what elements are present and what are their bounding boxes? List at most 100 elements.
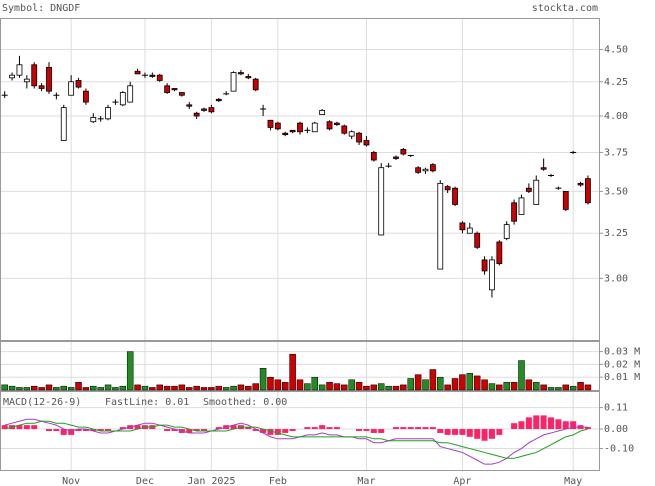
macd-histogram-bar xyxy=(555,419,562,430)
volume-bar xyxy=(267,376,274,391)
volume-bar xyxy=(208,387,215,391)
volume-bar xyxy=(281,382,289,391)
candle-body xyxy=(68,81,75,96)
volume-bar xyxy=(518,360,525,391)
macd-histogram-bar xyxy=(570,421,577,430)
candle-body xyxy=(540,167,547,170)
volume-bar xyxy=(237,384,245,391)
macd-histogram-bar xyxy=(289,429,296,431)
candle-body xyxy=(348,131,355,137)
volume-bar xyxy=(577,382,584,391)
macd-histogram-bar xyxy=(134,425,141,430)
x-tick-label: Feb xyxy=(269,476,287,486)
candle-body xyxy=(400,149,407,155)
macd-histogram-bar xyxy=(193,429,200,431)
volume-panel xyxy=(0,341,600,391)
volume-bar xyxy=(119,385,127,391)
candle-body xyxy=(238,72,244,75)
candle-body xyxy=(90,117,97,123)
volume-bar xyxy=(141,385,149,391)
macd-line xyxy=(4,420,589,459)
volume-bar xyxy=(407,378,414,391)
candle-body xyxy=(75,80,82,88)
volume-bar xyxy=(252,383,259,391)
macd-histogram-bar xyxy=(90,429,97,431)
candle-body xyxy=(525,187,532,192)
macd-histogram-bar xyxy=(45,429,52,431)
candle-body xyxy=(466,227,473,234)
macd-histogram-bar xyxy=(496,429,503,435)
y-tick-label: -0.10 xyxy=(604,444,634,455)
y-tick-label: 3.25 xyxy=(604,228,628,239)
candle-body xyxy=(201,108,207,111)
macd-histogram-bar xyxy=(245,427,252,430)
candle-body xyxy=(474,232,481,248)
macd-histogram-bar xyxy=(525,417,532,430)
y-tick-label: 0.02 M xyxy=(604,359,640,370)
volume-bar xyxy=(400,384,407,391)
candle-body xyxy=(577,182,584,186)
candle-body xyxy=(83,90,89,103)
volume-bar xyxy=(437,376,444,391)
macd-histogram-bar xyxy=(584,427,591,430)
y-tick-label: 3.00 xyxy=(604,273,628,284)
candle-body xyxy=(289,129,296,133)
candle-body xyxy=(511,202,517,222)
volume-bar xyxy=(200,387,208,391)
volume-bar xyxy=(392,385,400,391)
candle-body xyxy=(334,122,340,125)
candle-body xyxy=(533,179,540,205)
macd-histogram-bar xyxy=(562,421,569,430)
volume-bar xyxy=(67,387,75,391)
price-panel xyxy=(0,18,600,341)
candle-body xyxy=(356,132,362,143)
macd-histogram-bar xyxy=(548,417,555,430)
macd-histogram-bar xyxy=(452,429,459,435)
macd-histogram-bar xyxy=(282,429,289,433)
candle-body xyxy=(38,85,45,89)
volume-bar xyxy=(311,376,319,391)
volume-bar xyxy=(82,387,90,391)
macd-histogram-bar xyxy=(186,429,193,433)
candle-body xyxy=(119,92,126,106)
candle-body xyxy=(437,182,444,270)
candle-body xyxy=(105,107,111,120)
candle-body xyxy=(326,121,333,130)
volume-bar xyxy=(341,384,348,391)
volume-bar xyxy=(259,367,267,391)
x-tick-label: May xyxy=(564,476,582,486)
volume-bar xyxy=(355,382,363,391)
macd-histogram-bar xyxy=(260,429,267,433)
macd-histogram-bar xyxy=(511,423,518,430)
candle-body xyxy=(378,167,385,236)
volume-bar xyxy=(289,353,296,391)
candle-body xyxy=(363,140,370,146)
candle-body xyxy=(156,74,163,81)
candle-body xyxy=(230,72,237,92)
macd-histogram-bar xyxy=(540,415,547,430)
macd-histogram-bar xyxy=(392,427,399,430)
macd-histogram-bar xyxy=(23,425,30,430)
candle-body xyxy=(311,122,318,133)
candle-body xyxy=(31,64,38,87)
macd-histogram-bar xyxy=(363,429,370,431)
macd-title: MACD(12-26-9) xyxy=(3,397,81,408)
candle-body xyxy=(171,88,178,91)
candle-body xyxy=(186,104,193,107)
volume-bar xyxy=(193,385,200,391)
macd-histogram-bar xyxy=(201,429,208,431)
legend-entry: FastLine: 0.01 xyxy=(105,397,189,408)
macd-histogram-bar xyxy=(68,429,75,435)
macd-histogram-bar xyxy=(1,425,8,430)
macd-histogram-bar xyxy=(164,429,171,431)
candle-body xyxy=(127,85,134,103)
macd-histogram-bar xyxy=(53,429,60,431)
volume-bar xyxy=(555,387,562,391)
candle-body xyxy=(178,92,185,96)
candle-body xyxy=(274,122,281,130)
volume-bar xyxy=(97,387,104,391)
macd-histogram-bar xyxy=(378,429,385,433)
candle-body xyxy=(444,186,451,191)
volume-bar xyxy=(134,384,141,391)
volume-bar xyxy=(496,384,503,391)
